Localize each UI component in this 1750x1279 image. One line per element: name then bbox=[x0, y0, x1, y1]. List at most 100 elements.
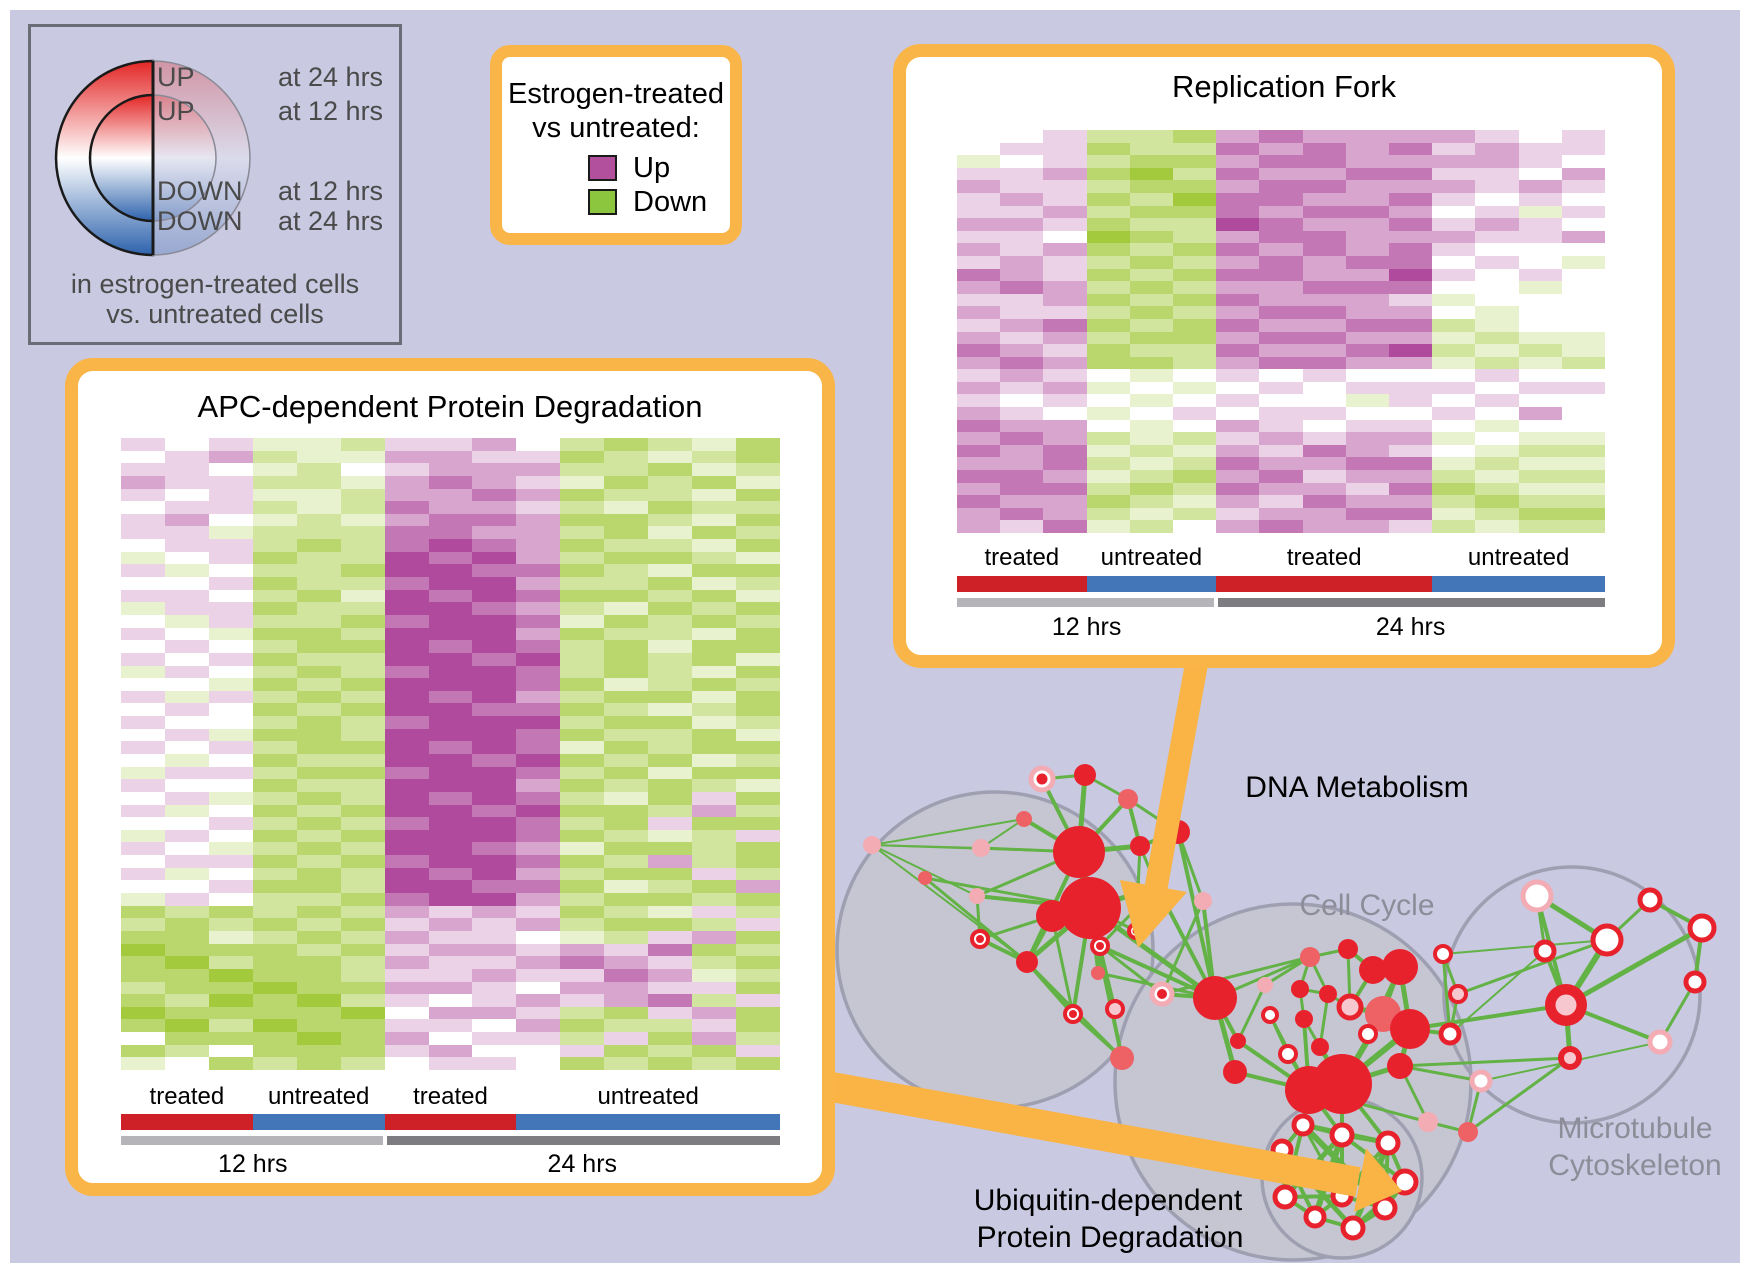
heatmap-cell bbox=[472, 564, 517, 578]
heatmap-cell bbox=[384, 627, 429, 641]
apc-time-bars bbox=[121, 1136, 780, 1145]
heatmap-cell bbox=[164, 564, 209, 578]
heatmap-cell bbox=[736, 867, 780, 881]
heatmap-cell bbox=[472, 1019, 517, 1033]
heatmap-cell bbox=[1561, 218, 1605, 231]
heatmap-cell bbox=[604, 804, 649, 818]
heatmap-cell bbox=[384, 766, 429, 780]
heatmap-cell bbox=[340, 564, 385, 578]
estrogen-legend-box: Estrogen-treated vs untreated: Up Down bbox=[490, 45, 742, 245]
network-node bbox=[1261, 1006, 1279, 1024]
heatmap-cell bbox=[1043, 230, 1087, 244]
heatmap-cell bbox=[736, 1044, 780, 1058]
heatmap-cell bbox=[121, 1006, 165, 1020]
heatmap-cell bbox=[1561, 507, 1605, 521]
heatmap-cell bbox=[516, 817, 561, 830]
heatmap-cell bbox=[957, 180, 1001, 193]
heatmap-cell bbox=[296, 627, 341, 641]
heatmap-cell bbox=[604, 602, 649, 615]
heatmap-cell bbox=[384, 728, 429, 742]
heatmap-cell bbox=[692, 867, 737, 881]
heatmap-cell bbox=[957, 167, 1001, 181]
heatmap-cell bbox=[1389, 142, 1433, 156]
heatmap-cell bbox=[296, 652, 341, 666]
heatmap-cell bbox=[1259, 243, 1303, 256]
legend-time-down-24: at 24 hrs bbox=[278, 206, 384, 236]
heatmap-cell bbox=[208, 665, 253, 679]
heatmap-cell bbox=[692, 728, 737, 742]
heatmap-cell bbox=[560, 905, 605, 919]
heatmap-cell bbox=[296, 564, 341, 578]
heatmap-cell bbox=[121, 981, 165, 995]
heatmap-cell bbox=[516, 728, 561, 742]
heatmap-cell bbox=[692, 880, 737, 894]
heatmap-cell bbox=[1561, 243, 1605, 256]
heatmap-cell bbox=[164, 728, 209, 742]
heatmap-cell bbox=[1173, 255, 1217, 269]
heatmap-cell bbox=[1043, 142, 1087, 156]
heatmap-cell bbox=[164, 438, 209, 451]
heatmap-cell bbox=[121, 716, 165, 729]
heatmap-cell bbox=[428, 652, 473, 666]
heatmap-cell bbox=[692, 981, 737, 995]
heatmap-cell bbox=[648, 880, 693, 894]
heatmap-cell bbox=[1561, 457, 1605, 471]
network-node bbox=[1194, 892, 1212, 910]
heatmap-cell bbox=[1173, 331, 1217, 345]
heatmap-cell bbox=[1216, 369, 1260, 382]
heatmap-cell bbox=[648, 716, 693, 729]
heatmap-cell bbox=[1475, 205, 1519, 219]
heatmap-cell bbox=[604, 627, 649, 641]
heatmap-cell bbox=[121, 791, 165, 805]
heatmap-cell bbox=[648, 526, 693, 540]
heatmap-cell bbox=[1561, 495, 1605, 508]
heatmap-cell bbox=[384, 665, 429, 679]
heatmap-cell bbox=[208, 817, 253, 830]
heatmap-cell bbox=[208, 880, 253, 894]
heatmap-cell bbox=[340, 842, 385, 856]
replication-fork-time-bars bbox=[957, 598, 1605, 607]
heatmap-cell bbox=[208, 488, 253, 502]
heatmap-cell bbox=[1302, 432, 1346, 445]
heatmap-cell bbox=[121, 804, 165, 818]
heatmap-cell bbox=[1000, 520, 1044, 533]
heatmap-cell bbox=[1259, 344, 1303, 357]
heatmap-cell bbox=[692, 1019, 737, 1033]
legend-footer-line2: vs. untreated cells bbox=[106, 299, 324, 329]
heatmap-cell bbox=[604, 463, 649, 476]
heatmap-cell bbox=[604, 526, 649, 540]
network-node bbox=[1016, 811, 1032, 827]
heatmap-cell bbox=[121, 703, 165, 717]
heatmap-cell bbox=[1043, 306, 1087, 319]
heatmap-cell bbox=[296, 994, 341, 1007]
network-node bbox=[1059, 877, 1121, 939]
heatmap-cell bbox=[1000, 306, 1044, 319]
heatmap-cell bbox=[1389, 419, 1433, 433]
heatmap-cell bbox=[1561, 331, 1605, 345]
heatmap-cell bbox=[428, 665, 473, 679]
cluster-label: Cytoskeleton bbox=[1548, 1149, 1721, 1182]
network-node bbox=[1130, 836, 1150, 856]
heatmap-cell bbox=[604, 817, 649, 830]
treatment-group-label: untreated bbox=[1100, 544, 1203, 571]
heatmap-cell bbox=[1129, 344, 1173, 357]
heatmap-cell bbox=[164, 779, 209, 792]
heatmap-cell bbox=[1173, 155, 1217, 168]
updown-legend-box: UP at 24 hrs UP at 12 hrs DOWN at 12 hrs… bbox=[28, 24, 402, 345]
heatmap-cell bbox=[516, 665, 561, 679]
heatmap-cell bbox=[736, 842, 780, 856]
network-node bbox=[1329, 1122, 1355, 1148]
heatmap-cell bbox=[1389, 369, 1433, 382]
heatmap-cell bbox=[1561, 470, 1605, 483]
heatmap-cell bbox=[736, 893, 780, 906]
heatmap-cell bbox=[384, 450, 429, 464]
network-node bbox=[1016, 951, 1038, 973]
heatmap-cell bbox=[1086, 432, 1130, 445]
heatmap-cell bbox=[1302, 457, 1346, 471]
heatmap-cell bbox=[472, 779, 517, 792]
heatmap-cell bbox=[340, 943, 385, 957]
heatmap-cell bbox=[736, 678, 780, 691]
heatmap-cell bbox=[384, 602, 429, 615]
heatmap-cell bbox=[516, 930, 561, 944]
heatmap-cell bbox=[516, 1057, 561, 1070]
